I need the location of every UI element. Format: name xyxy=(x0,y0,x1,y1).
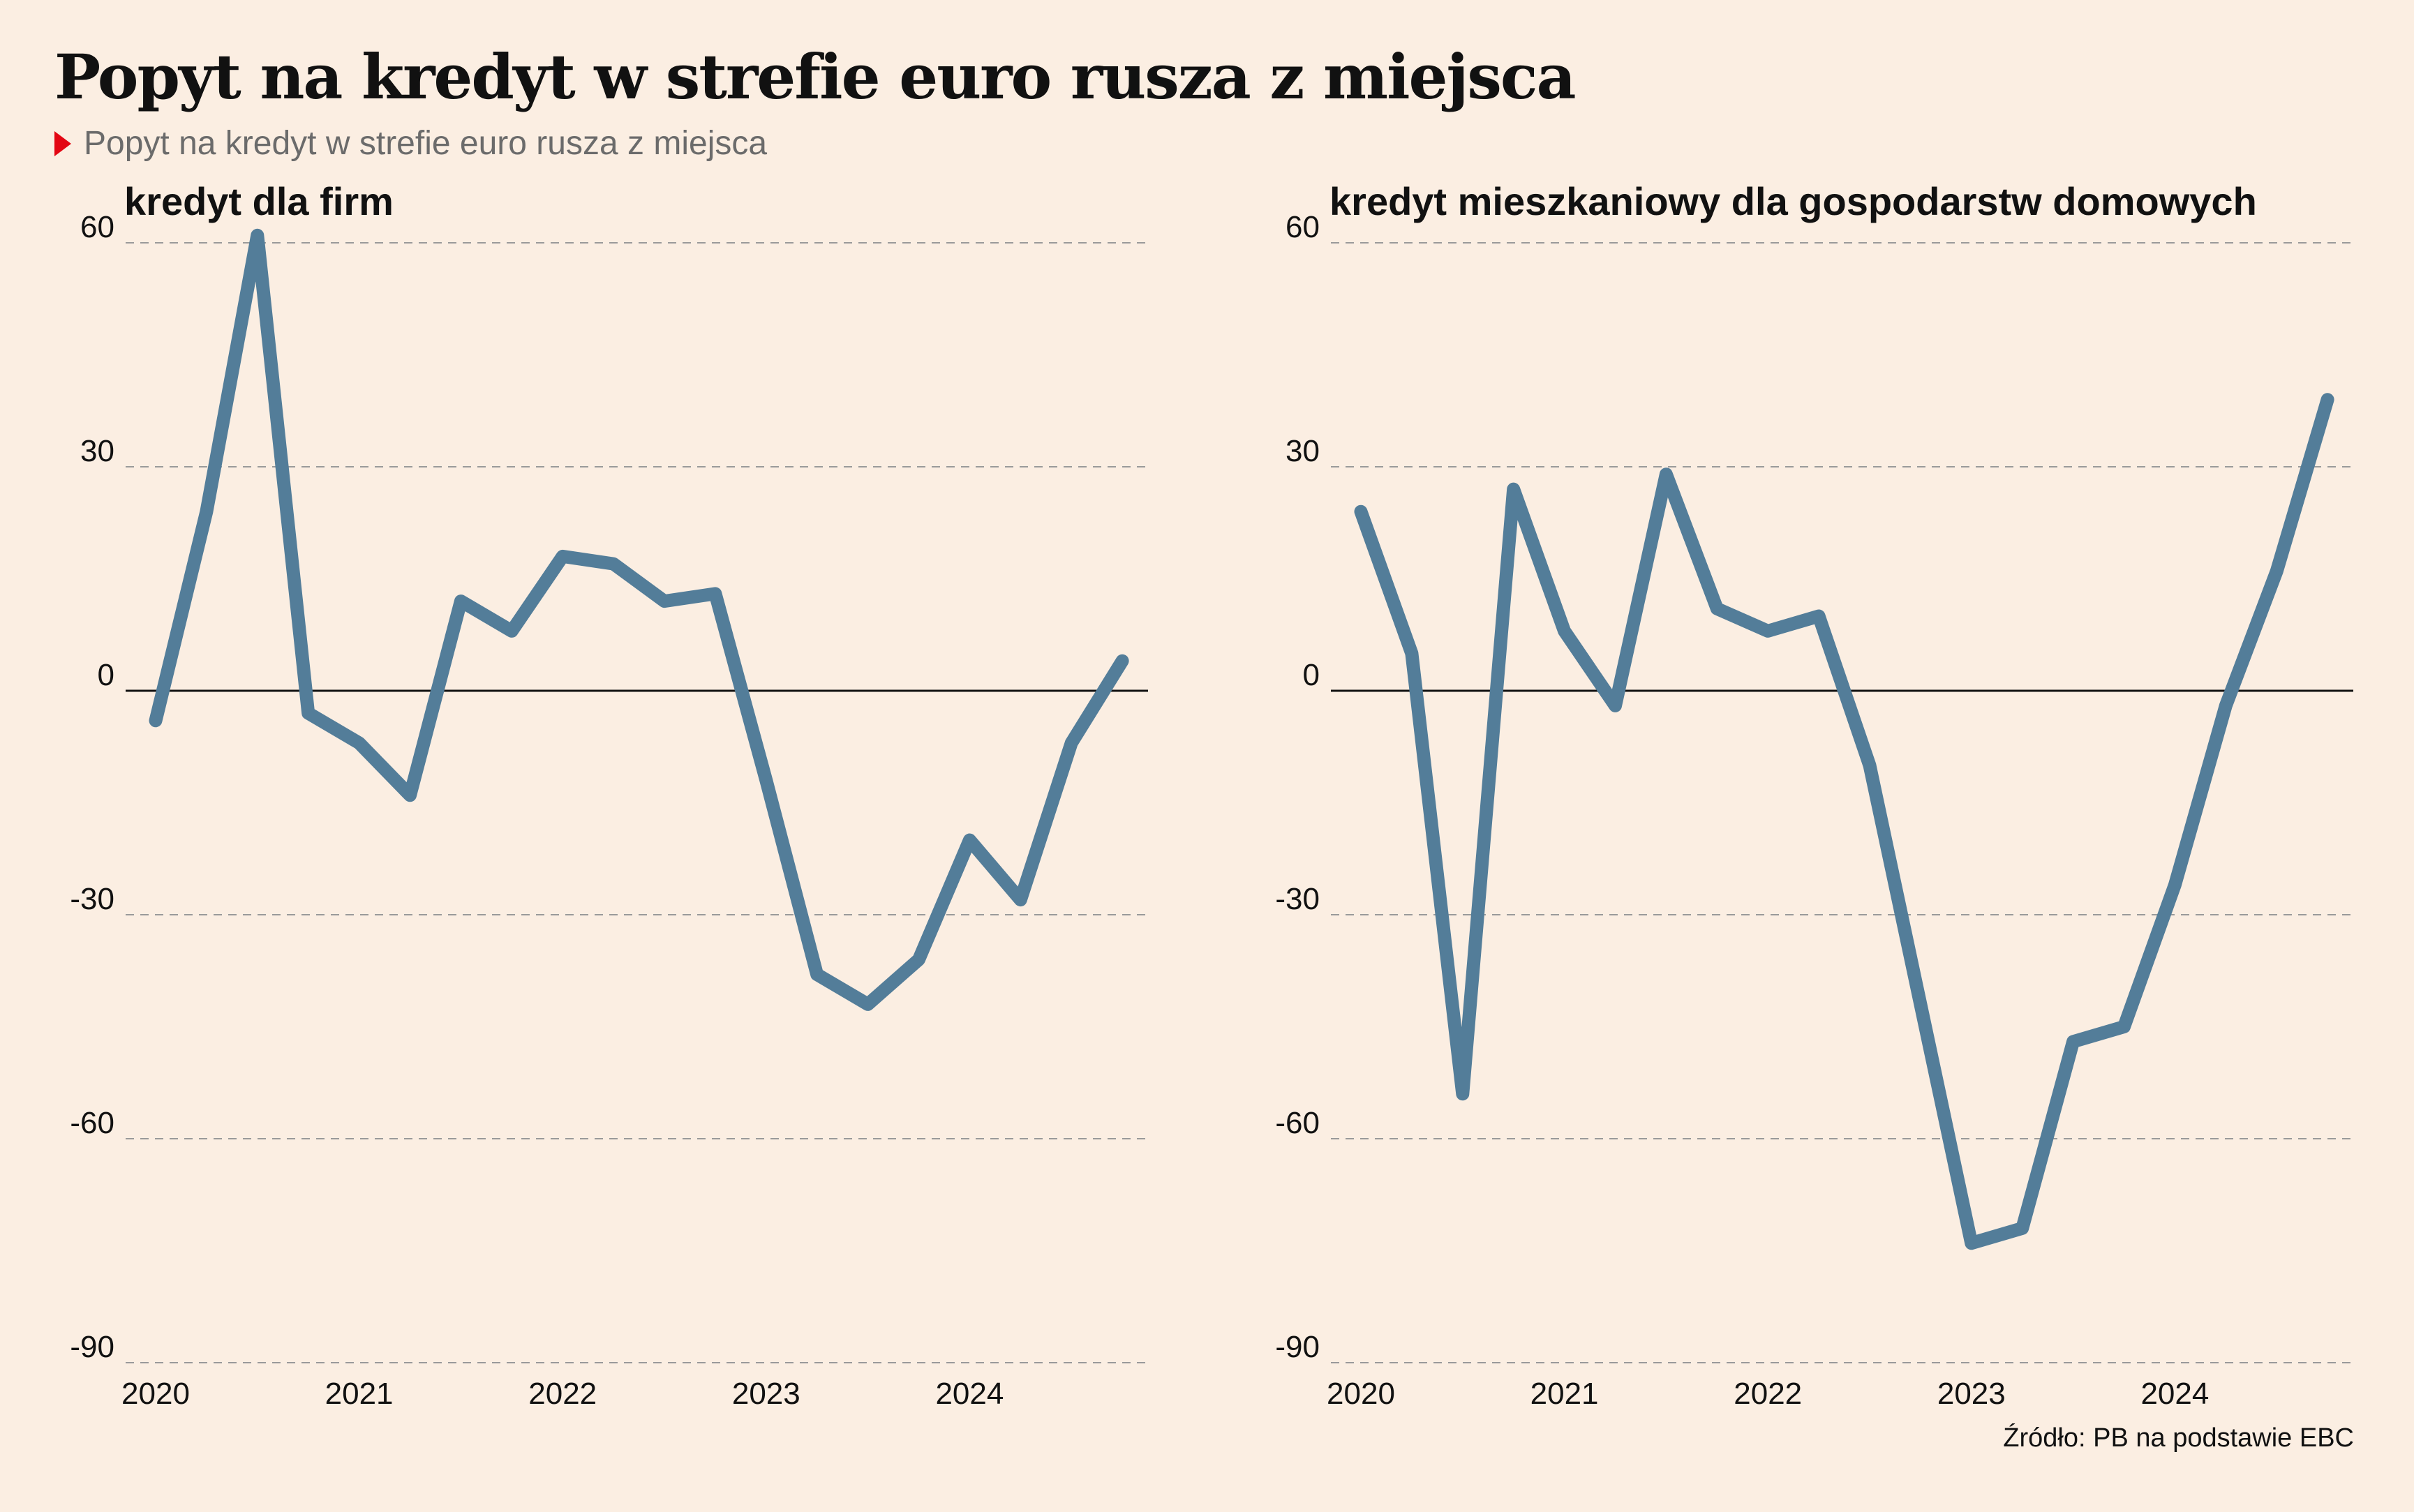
x-tick-label: 2020 xyxy=(121,1377,190,1411)
panel-title: kredyt dla firm xyxy=(124,179,394,223)
x-tick-label: 2020 xyxy=(1327,1377,1395,1411)
y-tick-label: 30 xyxy=(1286,434,1320,468)
y-tick-label: 60 xyxy=(1286,210,1320,244)
x-tick-label: 2021 xyxy=(1530,1377,1599,1411)
y-tick-label: 60 xyxy=(80,210,114,244)
y-tick-label: -90 xyxy=(70,1330,114,1364)
panel-title: kredyt mieszkaniowy dla gospodarstw domo… xyxy=(1329,179,2257,223)
y-tick-label: -60 xyxy=(70,1106,114,1140)
y-tick-label: -90 xyxy=(1275,1330,1320,1364)
subtitle-text: Popyt na kredyt w strefie euro rusza z m… xyxy=(84,125,768,162)
red-triangle-icon xyxy=(54,130,71,156)
chart-title: Popyt na kredyt w strefie euro rusza z m… xyxy=(54,40,1577,113)
y-tick-label: -60 xyxy=(1275,1106,1320,1140)
source-note: Źródło: PB na podstawie EBC xyxy=(2003,1423,2354,1453)
x-tick-label: 2022 xyxy=(528,1377,597,1411)
x-tick-label: 2023 xyxy=(732,1377,800,1411)
y-tick-label: 30 xyxy=(80,434,114,468)
y-tick-label: -30 xyxy=(1275,882,1320,916)
x-tick-label: 2021 xyxy=(325,1377,394,1411)
series-line xyxy=(1354,393,2334,1250)
x-tick-label: 2024 xyxy=(2140,1377,2209,1411)
y-tick-label: -30 xyxy=(70,882,114,916)
chart-housing-credit: kredyt mieszkaniowy dla gospodarstw domo… xyxy=(1275,179,2353,1411)
x-tick-label: 2022 xyxy=(1734,1377,1802,1411)
series-line xyxy=(149,228,1129,1011)
y-tick-label: 0 xyxy=(98,658,114,692)
chart-subtitle: Popyt na kredyt w strefie euro rusza z m… xyxy=(54,124,767,163)
x-tick-label: 2024 xyxy=(935,1377,1004,1411)
y-tick-label: 0 xyxy=(1303,658,1320,692)
x-tick-label: 2023 xyxy=(1937,1377,2006,1411)
